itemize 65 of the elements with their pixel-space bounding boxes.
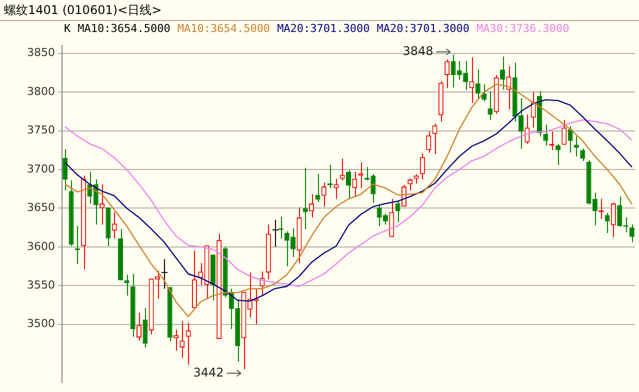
candlestick xyxy=(463,60,468,90)
candlestick xyxy=(604,212,610,234)
candlestick xyxy=(180,320,185,358)
chart-title: 螺纹1401 (010601)<日线> xyxy=(0,0,639,21)
candlestick xyxy=(488,90,493,120)
text: MA20:3701.3000 xyxy=(376,22,470,35)
y-tick-label: 3750 xyxy=(27,124,55,137)
candlestick xyxy=(469,56,474,104)
candlestick xyxy=(334,178,339,200)
annotation: 3442 xyxy=(193,365,224,380)
candlestick xyxy=(321,182,326,208)
candlestick xyxy=(524,114,530,144)
text: MA10:3654.5000 xyxy=(78,22,170,35)
candlestick xyxy=(574,136,579,157)
candlestick xyxy=(340,158,345,181)
candlestick xyxy=(136,312,142,342)
candlestick xyxy=(518,98,524,150)
candlestick xyxy=(543,124,548,146)
candlestick xyxy=(389,198,394,238)
text: MA10:3654.5000 xyxy=(177,22,270,35)
candlestick xyxy=(530,92,536,128)
candlestick xyxy=(414,174,419,184)
candlestick xyxy=(562,119,567,146)
candlestick xyxy=(173,329,178,352)
candlestick xyxy=(284,230,290,267)
candlestick xyxy=(302,167,308,230)
candlestick xyxy=(124,274,130,296)
candlestick xyxy=(346,170,351,200)
y-tick-label: 3650 xyxy=(27,201,55,214)
candlestick xyxy=(309,194,314,218)
candlestick xyxy=(100,184,105,225)
y-tick-label: 3800 xyxy=(27,84,55,98)
candlestick xyxy=(500,56,506,90)
candlestick xyxy=(155,270,160,300)
y-tick-label: 3700 xyxy=(27,162,55,176)
y-tick-label: 3550 xyxy=(27,278,55,292)
candlestick xyxy=(186,322,191,366)
y-tick-label: 3600 xyxy=(27,240,55,253)
text: MA20:3701.3000 xyxy=(277,22,370,35)
annotation: 3848 xyxy=(402,44,434,58)
candlestick xyxy=(482,84,487,102)
candlestick xyxy=(395,200,400,223)
candlestick xyxy=(610,202,616,238)
candlestick xyxy=(290,228,296,258)
candlestick xyxy=(352,171,358,198)
candlestick xyxy=(568,126,573,153)
y-tick-label: 3850 xyxy=(27,46,55,60)
candlestick xyxy=(432,123,438,154)
candlestick xyxy=(408,178,413,191)
candlestick xyxy=(112,212,117,239)
candlestick xyxy=(142,308,148,348)
text: K xyxy=(64,22,71,35)
candlestick xyxy=(444,59,450,89)
candlestick xyxy=(161,258,168,290)
candlestick xyxy=(62,148,68,191)
candlestick xyxy=(555,143,560,166)
candlestick xyxy=(629,224,634,243)
y-tick-label: 3500 xyxy=(27,317,55,330)
candlestick xyxy=(272,219,279,248)
candlestick xyxy=(420,152,425,180)
candlestick xyxy=(315,174,320,202)
text: MA30:3736.3000 xyxy=(476,22,570,35)
candlestick xyxy=(475,69,480,99)
candlestick xyxy=(426,131,432,153)
candlestick xyxy=(580,148,586,162)
